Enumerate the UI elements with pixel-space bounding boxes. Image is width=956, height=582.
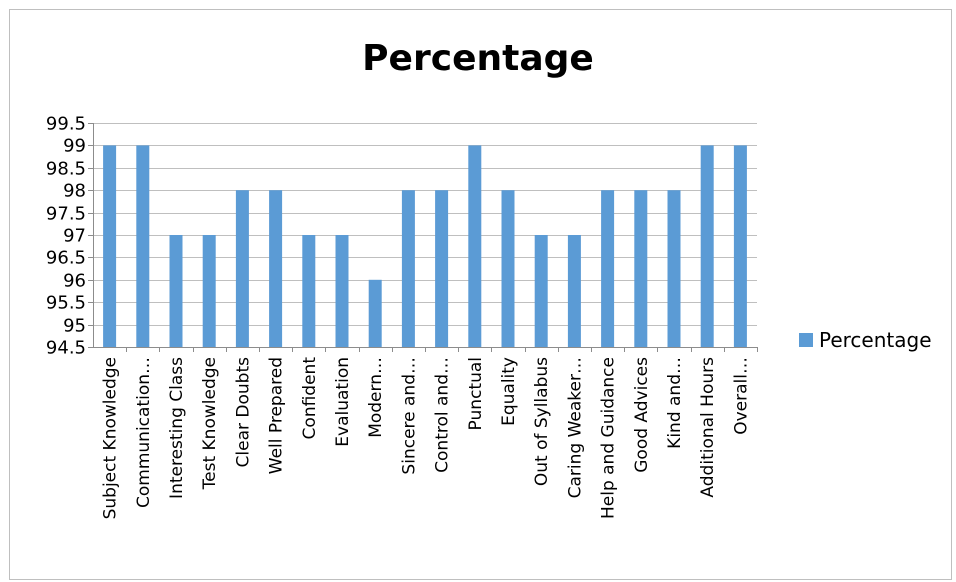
x-category-label: Modern…: [366, 357, 386, 438]
x-category-label: Sincere and…: [399, 357, 419, 475]
legend-swatch: [799, 333, 813, 347]
y-tick-label: 95.5: [46, 293, 86, 314]
x-category-label: Communication…: [134, 357, 154, 508]
bar: [468, 145, 482, 347]
bar: [335, 235, 349, 347]
bar: [700, 145, 714, 347]
bar: [235, 190, 249, 347]
x-category-label: Confident: [300, 357, 320, 440]
x-category-label: Help and Guidance: [599, 357, 619, 519]
y-tick-label: 99.5: [46, 114, 86, 135]
x-category-label: Test Knowledge: [200, 357, 220, 490]
x-category-label: Punctual: [466, 357, 486, 430]
x-category-label: Kind and…: [665, 357, 685, 449]
x-category-label: Caring Weaker…: [565, 357, 585, 498]
bar: [169, 235, 183, 347]
x-category-label: Good Advices: [632, 357, 652, 473]
x-category-label: Additional Hours: [698, 357, 718, 498]
bar: [368, 279, 382, 347]
x-category-label: Clear Doubts: [233, 357, 253, 468]
x-category-label: Control and…: [433, 357, 453, 473]
x-category-label: Well Prepared: [267, 357, 287, 474]
bar: [435, 190, 449, 347]
legend: Percentage: [799, 328, 932, 352]
y-tick-label: 95: [63, 316, 86, 337]
x-category-label: Out of Syllabus: [532, 357, 552, 486]
y-tick-label: 96.5: [46, 248, 86, 269]
x-category-label: Overall…: [731, 357, 751, 435]
bar: [534, 235, 548, 347]
y-tick-label: 97.5: [46, 204, 86, 225]
bar: [733, 145, 747, 347]
bar: [136, 145, 150, 347]
bar: [269, 190, 283, 347]
bar: [302, 235, 316, 347]
chart-title: Percentage: [362, 38, 594, 79]
y-tick-label: 99: [63, 136, 86, 157]
bar: [567, 235, 581, 347]
y-tick-label: 98.5: [46, 159, 86, 180]
y-tick-label: 96: [63, 271, 86, 292]
bar: [202, 235, 216, 347]
y-tick-label: 97: [63, 226, 86, 247]
x-category-label: Interesting Class: [167, 357, 187, 499]
x-category-label: Evaluation: [333, 357, 353, 447]
bar: [601, 190, 615, 347]
y-tick-label: 94.5: [46, 338, 86, 359]
bar: [401, 190, 415, 347]
bar: [501, 190, 515, 347]
x-category-label: Equality: [499, 357, 519, 426]
bar: [634, 190, 648, 347]
y-tick-label: 98: [63, 181, 86, 202]
legend-label: Percentage: [819, 328, 932, 352]
x-category-label: Subject Knowledge: [101, 357, 121, 519]
bar: [103, 145, 117, 347]
bar: [667, 190, 681, 347]
